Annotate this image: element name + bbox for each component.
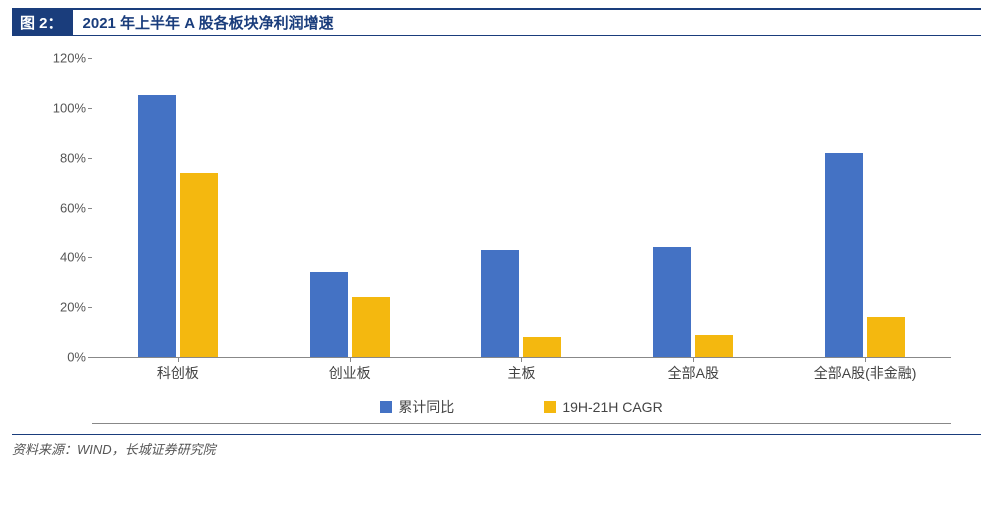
y-axis-tick-label: 20% [42, 300, 86, 315]
legend-item: 累计同比 [380, 397, 454, 417]
bar [695, 335, 733, 357]
bar-group: 全部A股 [607, 58, 779, 357]
bar [653, 247, 691, 357]
y-axis-tick-label: 60% [42, 200, 86, 215]
x-axis-label: 创业板 [329, 363, 371, 383]
source-label: 资料来源：WIND，长城证券研究院 [12, 442, 216, 457]
legend-label: 19H-21H CAGR [562, 399, 662, 415]
y-axis-tick-label: 100% [42, 100, 86, 115]
figure-header: 图 2： 2021 年上半年 A 股各板块净利润增速 [12, 8, 981, 36]
x-axis-label: 科创板 [157, 363, 199, 383]
bar-group: 主板 [436, 58, 608, 357]
bar [867, 317, 905, 357]
x-axis-label: 全部A股 [668, 363, 719, 383]
bar-group: 全部A股(非金融) [779, 58, 951, 357]
legend-item: 19H-21H CAGR [544, 397, 662, 417]
y-axis-tick-label: 80% [42, 150, 86, 165]
bar [180, 173, 218, 357]
bar-group: 创业板 [264, 58, 436, 357]
x-axis-label: 全部A股(非金融) [814, 363, 917, 383]
y-axis-tick-label: 120% [42, 51, 86, 66]
bar [481, 250, 519, 357]
legend-label: 累计同比 [398, 397, 454, 417]
figure-title: 2021 年上半年 A 股各板块净利润增速 [73, 12, 334, 33]
bar [825, 153, 863, 357]
bars-container: 科创板创业板主板全部A股全部A股(非金融) [92, 58, 951, 357]
bar-chart: 科创板创业板主板全部A股全部A股(非金融) 0%20%40%60%80%100%… [42, 48, 961, 428]
source-footer: 资料来源：WIND，长城证券研究院 [12, 434, 981, 458]
x-axis-label: 主板 [507, 363, 535, 383]
legend-swatch [544, 401, 556, 413]
bar [523, 337, 561, 357]
bar [310, 272, 348, 357]
bar [352, 297, 390, 357]
chart-legend: 累计同比 19H-21H CAGR [92, 397, 951, 424]
plot-area: 科创板创业板主板全部A股全部A股(非金融) 0%20%40%60%80%100%… [92, 58, 951, 358]
y-axis-tick-label: 40% [42, 250, 86, 265]
legend-swatch [380, 401, 392, 413]
figure-badge: 图 2： [12, 10, 73, 35]
bar [138, 95, 176, 357]
y-axis-tick-label: 0% [42, 350, 86, 365]
bar-group: 科创板 [92, 58, 264, 357]
